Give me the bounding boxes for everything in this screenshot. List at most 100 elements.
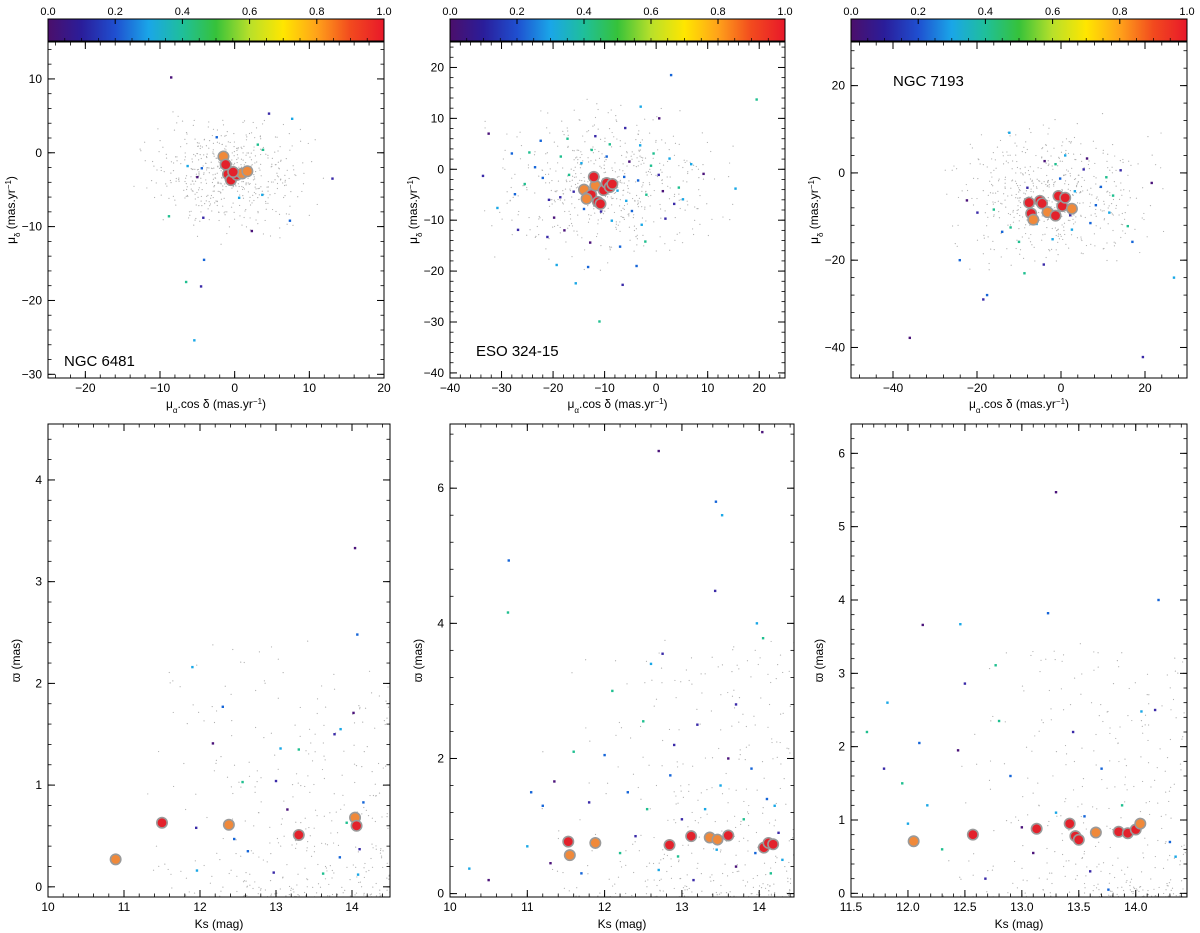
member-star <box>481 174 485 178</box>
field-star <box>274 179 276 181</box>
field-star <box>1111 166 1113 168</box>
field-star <box>1143 218 1145 221</box>
field-star <box>380 894 382 896</box>
field-star <box>248 761 250 763</box>
field-star <box>1062 141 1064 143</box>
field-star <box>1165 889 1167 891</box>
data-layer <box>109 546 390 897</box>
member-star <box>167 215 171 218</box>
field-star <box>1121 224 1124 226</box>
x-tick-label: 11 <box>118 900 131 914</box>
field-star <box>1042 234 1044 236</box>
field-star <box>1017 819 1020 821</box>
field-star <box>212 149 214 151</box>
field-star <box>386 816 388 818</box>
field-star <box>1023 192 1025 194</box>
member-star <box>586 265 590 269</box>
field-star <box>1002 155 1004 157</box>
field-star <box>212 128 215 130</box>
member-star <box>599 210 603 213</box>
member-highlight <box>606 178 619 191</box>
field-star <box>1017 209 1019 211</box>
field-star <box>1022 174 1024 176</box>
field-star <box>290 191 292 193</box>
field-star <box>206 195 208 197</box>
field-star <box>269 826 271 828</box>
member-highlight <box>1063 817 1076 830</box>
colorbar-bar <box>449 18 786 42</box>
field-star <box>699 723 701 725</box>
field-star <box>305 828 307 830</box>
y-axis-label: μδ (mas.yr−1) <box>406 176 424 244</box>
field-star <box>648 132 651 134</box>
field-star <box>632 843 634 845</box>
field-star <box>1001 203 1003 205</box>
field-star <box>232 202 234 204</box>
field-star <box>288 885 291 888</box>
field-star <box>1083 853 1085 855</box>
field-star <box>789 890 791 892</box>
field-star <box>243 164 245 166</box>
field-star <box>242 195 244 197</box>
field-star <box>276 182 279 185</box>
field-star <box>324 865 327 868</box>
field-star <box>1073 153 1075 155</box>
field-star <box>226 232 228 235</box>
field-star <box>579 156 581 159</box>
field-star <box>633 871 635 874</box>
field-star <box>553 225 556 228</box>
field-star <box>237 147 239 149</box>
field-star <box>1092 806 1094 808</box>
member-star <box>664 217 667 220</box>
field-star <box>768 894 770 896</box>
field-star <box>380 855 383 857</box>
field-star <box>727 176 730 178</box>
field-star <box>760 887 763 889</box>
field-star <box>370 692 373 694</box>
field-star <box>239 215 241 217</box>
field-star <box>212 151 214 153</box>
field-star <box>233 162 236 164</box>
field-star <box>285 895 287 897</box>
field-star <box>175 177 177 180</box>
member-highlight <box>350 819 363 832</box>
field-star <box>185 132 188 134</box>
field-star <box>598 150 600 153</box>
field-star <box>747 850 749 852</box>
y-axis-label-part: −1 <box>406 180 415 190</box>
y-tick-label: 0 <box>35 146 42 160</box>
field-star <box>640 834 642 836</box>
field-star <box>186 186 188 188</box>
field-star <box>593 163 595 165</box>
member-star <box>356 873 360 876</box>
field-star <box>297 782 299 784</box>
field-star <box>284 181 286 183</box>
field-star <box>288 893 290 896</box>
field-star <box>549 168 551 170</box>
field-star <box>1161 827 1163 830</box>
field-star <box>997 180 1000 182</box>
field-star <box>972 204 975 206</box>
field-star <box>295 821 297 823</box>
field-star <box>1028 237 1030 239</box>
member-star <box>720 514 724 517</box>
field-star <box>277 842 280 844</box>
field-star <box>331 869 333 872</box>
field-star <box>661 139 663 141</box>
field-star <box>710 710 712 712</box>
field-star <box>191 180 193 182</box>
field-star <box>757 663 759 666</box>
field-star <box>1164 770 1166 772</box>
field-star <box>628 215 630 217</box>
field-star <box>286 169 288 171</box>
field-star <box>258 651 260 653</box>
field-star <box>172 162 175 164</box>
field-star <box>982 253 984 255</box>
member-star <box>635 264 638 268</box>
member-star <box>529 791 533 794</box>
field-star <box>770 893 772 895</box>
field-star <box>1083 167 1085 169</box>
field-star <box>1107 223 1109 225</box>
field-star <box>286 223 288 225</box>
